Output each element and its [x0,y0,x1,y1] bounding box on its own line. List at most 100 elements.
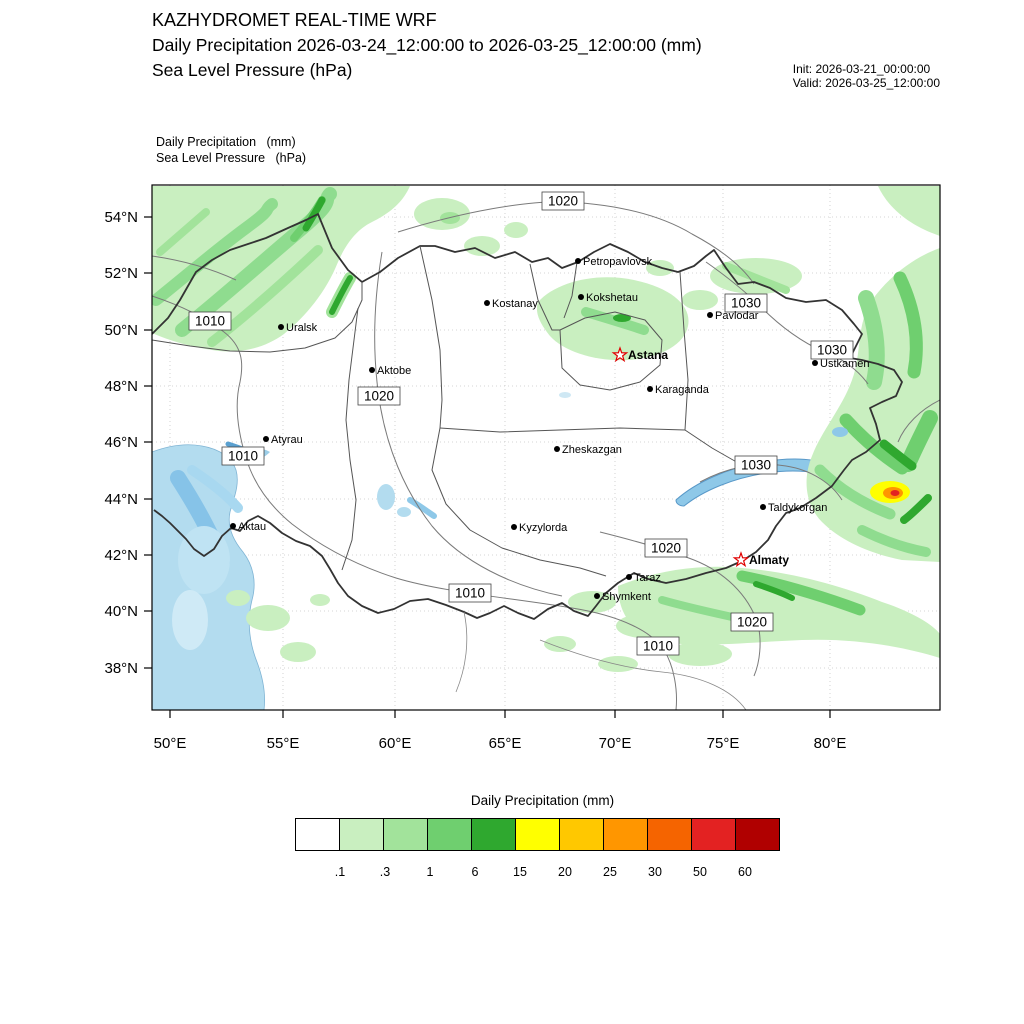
init-time: Init: 2026-03-21_00:00:00 [792,62,931,76]
svg-text:80°E: 80°E [814,735,847,752]
aral-sea [377,484,395,510]
oblast-borders [152,245,741,577]
svg-text:Atyrau: Atyrau [271,434,303,446]
map-frame [144,184,941,718]
colorbar-tick: 25 [603,865,617,879]
svg-text:Petropavlovsk: Petropavlovsk [583,256,653,268]
colorbar-cell [339,818,384,851]
svg-text:1020: 1020 [737,615,767,630]
svg-text:Almaty: Almaty [749,553,789,567]
pressure-label: 1020 [644,538,688,558]
svg-text:40°N: 40°N [104,603,138,620]
pressure-contours [152,201,940,710]
city-kostanay: Kostanay [484,298,538,310]
precip-ne-corner [878,186,940,236]
colorbar-cell [559,818,604,851]
svg-text:Ustkamen: Ustkamen [820,358,870,370]
colorbar-tick: .3 [379,865,391,879]
colorbar-tick: 1 [426,865,434,879]
kazakhstan-border [152,213,903,620]
svg-text:55°E: 55°E [267,735,300,752]
svg-text:Karaganda: Karaganda [655,384,710,396]
city-taraz: Taraz [626,572,661,584]
pressure-label: 1020 [541,191,585,211]
city-uralsk: Uralsk [278,322,318,334]
valid-time: Valid: 2026-03-25_12:00:00 [792,76,940,90]
colorbar-tick: .1 [334,865,346,879]
city-taldykorgan: Taldykorgan [760,502,827,514]
svg-text:Kostanay: Kostanay [492,298,538,310]
colorbar-tick: 30 [648,865,662,879]
city-kokshetau: Kokshetau [578,292,638,304]
svg-text:Pavlodar: Pavlodar [715,310,759,322]
colorbar-cell [735,818,780,851]
svg-text:Taldykorgan: Taldykorgan [768,502,827,514]
svg-text:52°N: 52°N [104,265,138,282]
colorbar-tick: 60 [738,865,752,879]
city-zheskazgan: Zheskazgan [554,444,622,456]
run-times: Init: 2026-03-21_00:00:00 Valid: 2026-03… [793,62,940,90]
colorbar-cell [383,818,428,851]
svg-text:1020: 1020 [548,194,578,209]
svg-text:75°E: 75°E [707,735,740,752]
star-icon [611,346,629,363]
city-atyrau: Atyrau [263,434,303,446]
svg-text:1010: 1010 [228,449,258,464]
pressure-label: 1010 [188,311,232,331]
svg-text:Uralsk: Uralsk [286,322,318,334]
colorbar-title: Daily Precipitation (mm) [470,793,615,808]
svg-text:60°E: 60°E [379,735,412,752]
city-karaganda: Karaganda [647,384,710,396]
foreign-borders [455,611,747,710]
svg-text:65°E: 65°E [489,735,522,752]
country-borders [152,213,903,710]
pressure-label: 1010 [221,446,265,466]
svg-text:1030: 1030 [817,343,847,358]
svg-text:Aktau: Aktau [238,521,266,533]
pressure-label: 1030 [734,455,778,475]
city-petropavlovsk: Petropavlovsk [575,256,653,268]
svg-text:Zheskazgan: Zheskazgan [562,444,622,456]
svg-text:50°E: 50°E [154,735,187,752]
heavy-precip-red [890,490,900,496]
svg-text:48°N: 48°N [104,378,138,395]
subtitle-precipitation: Daily Precipitation 2026-03-24_12:00:00 … [152,35,702,55]
aral-sea-east [397,507,411,517]
capital-astana: Astana [611,346,668,363]
colorbar-cell [471,818,516,851]
colorbar-cell [515,818,560,851]
city-shymkent: Shymkent [594,591,651,603]
svg-text:44°N: 44°N [104,491,138,508]
colorbar-ticks: .1 .3 1 6 15 20 25 30 50 60 [295,865,790,887]
svg-text:Astana: Astana [628,348,668,362]
svg-text:Aktobe: Aktobe [377,365,411,377]
svg-text:46°N: 46°N [104,434,138,451]
pressure-label: 1030 [724,293,768,313]
lat-axis-labels: 54°N 52°N 50°N 48°N 46°N 44°N 42°N 40°N … [104,209,138,677]
colorbar-tick: 50 [693,865,707,879]
svg-text:1030: 1030 [741,458,771,473]
colorbar-cell [691,818,736,851]
pressure-label: 1020 [357,386,401,406]
svg-text:Kokshetau: Kokshetau [586,292,638,304]
header: KAZHYDROMET REAL-TIME WRF Daily Precipit… [152,8,702,83]
colorbar-cell [427,818,472,851]
star-icon [732,551,750,568]
page-title: KAZHYDROMET REAL-TIME WRF [152,10,437,30]
city-aktobe: Aktobe [369,365,411,377]
colorbar-cell [647,818,692,851]
city-kyzylorda: Kyzylorda [511,522,568,534]
svg-text:70°E: 70°E [599,735,632,752]
city-aktau: Aktau [230,521,266,533]
city-pavlodar: Pavlodar [707,310,759,322]
colorbar-tick: 6 [471,865,479,879]
svg-text:1010: 1010 [455,586,485,601]
map-legend-precip: Daily Precipitation (mm) [156,135,296,149]
colorbar: Daily Precipitation (mm) .1 .3 1 6 15 20… [295,793,790,887]
precip-southeast [618,566,940,658]
svg-text:38°N: 38°N [104,660,138,677]
map-legend-pressure: Sea Level Pressure (hPa) [156,151,306,165]
pressure-label: 1020 [730,612,774,632]
